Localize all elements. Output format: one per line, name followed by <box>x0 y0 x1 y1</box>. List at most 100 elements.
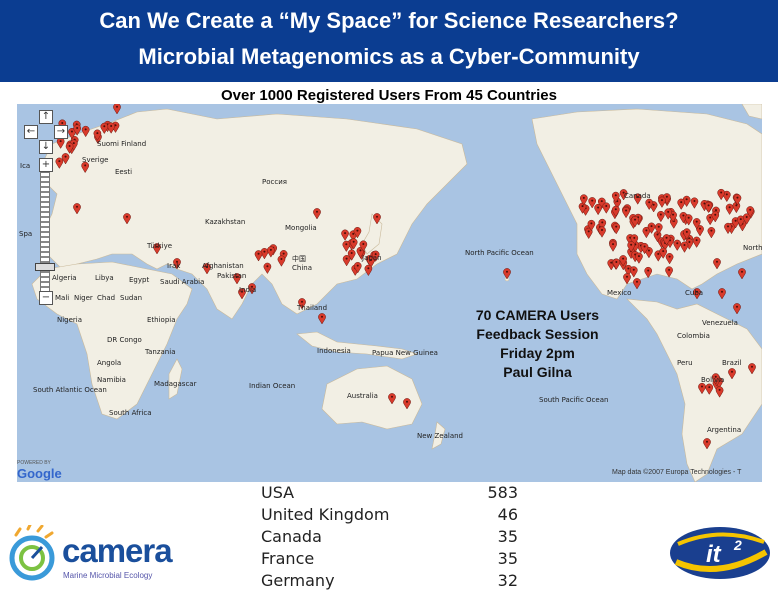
user-marker[interactable] <box>55 157 64 169</box>
user-marker[interactable] <box>611 205 620 218</box>
user-marker[interactable] <box>692 236 701 248</box>
world-map[interactable]: Suomi Finland Sverige Eesti Россия Kazak… <box>17 104 762 482</box>
user-marker[interactable] <box>113 104 121 115</box>
user-marker[interactable] <box>633 193 642 205</box>
user-marker[interactable] <box>342 240 351 253</box>
user-marker[interactable] <box>100 122 109 135</box>
user-marker[interactable] <box>298 298 306 310</box>
user-marker[interactable] <box>629 266 638 278</box>
user-marker[interactable] <box>662 234 671 246</box>
user-marker[interactable] <box>718 288 726 300</box>
user-marker[interactable] <box>123 213 131 225</box>
user-marker[interactable] <box>254 250 263 262</box>
user-marker[interactable] <box>73 124 81 136</box>
user-marker[interactable] <box>359 240 368 252</box>
user-marker[interactable] <box>711 211 720 223</box>
user-marker[interactable] <box>612 223 621 235</box>
user-marker[interactable] <box>623 273 631 285</box>
user-marker[interactable] <box>93 129 102 141</box>
user-marker[interactable] <box>633 278 641 290</box>
user-marker[interactable] <box>664 208 672 220</box>
user-marker[interactable] <box>263 262 272 275</box>
user-marker[interactable] <box>233 273 241 285</box>
user-marker[interactable] <box>238 288 246 300</box>
user-marker[interactable] <box>318 313 326 325</box>
pan-left-button[interactable]: ← <box>24 125 38 139</box>
user-marker[interactable] <box>267 246 275 258</box>
user-marker[interactable] <box>677 198 686 210</box>
user-marker[interactable] <box>703 438 711 450</box>
user-marker[interactable] <box>279 250 288 262</box>
user-marker[interactable] <box>371 250 380 262</box>
user-marker[interactable] <box>598 218 607 231</box>
user-marker[interactable] <box>696 225 704 237</box>
user-marker[interactable] <box>403 398 411 410</box>
user-marker[interactable] <box>277 255 286 267</box>
user-marker[interactable] <box>622 206 630 219</box>
user-marker[interactable] <box>602 202 611 214</box>
user-marker[interactable] <box>342 255 351 267</box>
user-marker[interactable] <box>248 283 256 295</box>
google-logo[interactable]: POWERED BY Google <box>17 460 62 481</box>
user-marker[interactable] <box>388 393 396 405</box>
user-marker[interactable] <box>690 197 699 209</box>
user-marker[interactable] <box>631 216 639 228</box>
user-marker[interactable] <box>705 383 714 395</box>
user-marker[interactable] <box>587 219 596 232</box>
user-marker[interactable] <box>654 223 663 235</box>
user-marker[interactable] <box>640 242 649 255</box>
user-marker[interactable] <box>81 125 90 138</box>
user-marker[interactable] <box>684 214 693 226</box>
user-marker[interactable] <box>645 198 654 211</box>
user-marker[interactable] <box>717 188 725 201</box>
user-marker[interactable] <box>73 203 81 215</box>
user-marker[interactable] <box>364 264 373 277</box>
user-marker[interactable] <box>347 249 356 261</box>
user-marker[interactable] <box>594 203 602 216</box>
zoom-out-button[interactable]: − <box>39 291 53 305</box>
user-marker[interactable] <box>647 222 656 234</box>
user-marker[interactable] <box>693 288 701 300</box>
user-marker[interactable] <box>609 240 617 252</box>
user-marker[interactable] <box>644 266 652 279</box>
user-marker[interactable] <box>61 153 70 165</box>
user-marker[interactable] <box>107 122 115 134</box>
user-marker[interactable] <box>673 239 682 251</box>
user-marker[interactable] <box>503 268 511 280</box>
user-marker[interactable] <box>173 258 181 270</box>
user-marker[interactable] <box>736 215 745 227</box>
user-marker[interactable] <box>657 210 665 223</box>
user-marker[interactable] <box>349 238 358 250</box>
user-marker[interactable] <box>665 266 673 278</box>
user-marker[interactable] <box>353 262 362 274</box>
user-marker[interactable] <box>627 241 635 253</box>
user-marker[interactable] <box>704 201 713 214</box>
user-marker[interactable] <box>692 218 701 230</box>
user-marker[interactable] <box>748 363 756 375</box>
user-marker[interactable] <box>659 247 667 259</box>
user-marker[interactable] <box>728 368 736 380</box>
user-marker[interactable] <box>81 161 89 174</box>
user-marker[interactable] <box>203 263 211 275</box>
pan-right-button[interactable]: → <box>54 125 68 139</box>
user-marker[interactable] <box>742 213 751 225</box>
user-marker[interactable] <box>588 197 597 209</box>
user-marker[interactable] <box>68 127 76 140</box>
user-marker[interactable] <box>619 255 627 267</box>
user-marker[interactable] <box>642 226 651 239</box>
user-marker[interactable] <box>713 258 721 270</box>
user-marker[interactable] <box>630 234 639 246</box>
pan-up-button[interactable]: ↑ <box>39 110 53 124</box>
user-marker[interactable] <box>733 194 742 206</box>
user-marker[interactable] <box>598 226 606 238</box>
user-marker[interactable] <box>665 253 674 265</box>
user-marker[interactable] <box>580 194 588 206</box>
user-marker[interactable] <box>707 227 716 239</box>
user-marker[interactable] <box>738 268 746 280</box>
user-marker[interactable] <box>619 189 628 201</box>
zoom-in-button[interactable]: + <box>39 158 53 172</box>
user-marker[interactable] <box>65 142 74 154</box>
user-marker[interactable] <box>56 137 65 149</box>
user-marker[interactable] <box>635 252 643 264</box>
user-marker[interactable] <box>715 386 724 398</box>
